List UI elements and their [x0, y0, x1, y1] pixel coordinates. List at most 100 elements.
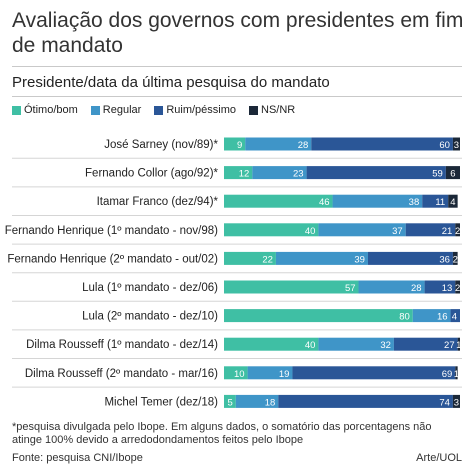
bar-segment [455, 223, 460, 237]
legend-swatch [154, 105, 164, 115]
category-label: Lula (1º mandato - dez/06) [82, 282, 218, 294]
bar-segment [235, 394, 279, 408]
bar-segment [452, 137, 460, 151]
subtitle-divider [12, 96, 462, 97]
legend-label: NS/NR [261, 104, 296, 116]
bar-value-label: 6 [450, 169, 455, 180]
bar-value-label: 59 [432, 169, 443, 180]
bar-value-label: 3 [454, 140, 459, 151]
category-label: Fernando Henrique (2º mandato - out/02) [7, 253, 218, 265]
bar-segment [224, 366, 248, 380]
bar-segment [224, 337, 319, 351]
chart-title: Avaliação dos governos com presidentes e… [12, 9, 464, 57]
legend-swatch [12, 105, 21, 115]
bar-value-label: 5 [228, 397, 233, 408]
bar-segment [252, 166, 307, 180]
category-label: Fernando Collor (ago/92)* [85, 168, 218, 180]
bar-value-label: 40 [305, 226, 316, 237]
legend-label: Regular [102, 104, 142, 116]
bar-segment [452, 394, 460, 408]
bar-value-label: 2 [455, 226, 460, 237]
legend-label: Ótimo/bom [24, 104, 78, 116]
bar-value-label: 46 [319, 197, 330, 208]
bar-value-label: 18 [265, 397, 276, 408]
category-label: Lula (2º mandato - dez/10) [82, 311, 218, 323]
bar-value-label: 36 [439, 254, 450, 265]
credit-note: Arte/UOL [416, 452, 462, 464]
legend-swatch [249, 105, 259, 115]
bar-segment [311, 137, 453, 151]
bar-segment [318, 223, 406, 237]
bar-value-label: 4 [452, 312, 457, 323]
bar-segment [452, 251, 458, 265]
footnote: *pesquisa divulgada pelo Ibope. Em algun… [12, 421, 432, 446]
bar-value-label: 69 [442, 369, 453, 380]
bar-segment [318, 337, 394, 351]
category-label: Dilma Rousseff (1º mandato - dez/14) [26, 339, 218, 351]
bar-value-label: 1 [456, 340, 461, 351]
bar-segment [412, 309, 451, 323]
chart-subtitle: Presidente/data da última pesquisa do ma… [12, 74, 330, 91]
bar-value-label: 19 [279, 369, 290, 380]
bar-value-label: 21 [442, 226, 453, 237]
bar-segment [224, 394, 236, 408]
bar-segment [457, 337, 460, 351]
bar-value-label: 74 [439, 397, 450, 408]
legend-item: NS/NR [249, 104, 295, 116]
bar-segment [405, 223, 456, 237]
legend-item: Regular [90, 104, 142, 116]
bar-value-label: 28 [411, 283, 422, 294]
bar-segment [224, 223, 319, 237]
bar-segment [393, 337, 458, 351]
stacked-bar-chart: José Sarney (nov/89)* 9 28 60 3 Fernando Coll… [5, 137, 462, 408]
bar-value-label: 22 [262, 254, 273, 265]
bar-segment [450, 309, 460, 323]
bar-value-label: 4 [450, 197, 455, 208]
legend-item: Ótimo/bom [12, 104, 78, 116]
bar-value-label: 1 [454, 369, 459, 380]
bar-segment [292, 366, 456, 380]
bar-value-label: 16 [437, 312, 448, 323]
bar-segment [367, 251, 453, 265]
bar-value-label: 10 [234, 369, 245, 380]
bar-segment [448, 194, 458, 208]
bar-segment [278, 394, 453, 408]
bar-segment [224, 194, 333, 208]
bar-value-label: 12 [239, 169, 250, 180]
source-note: Fonte: pesquisa CNI/Ibope [12, 452, 143, 464]
bar-segment [275, 251, 368, 265]
bar-value-label: 32 [380, 340, 391, 351]
bar-segment [445, 166, 460, 180]
bar-value-label: 37 [392, 226, 403, 237]
bar-value-label: 3 [454, 397, 459, 408]
category-label: Dilma Rousseff (2º mandato - mar/16) [25, 368, 218, 380]
bar-value-label: 11 [435, 197, 445, 208]
chart-legend: Ótimo/bom Regular Ruim/péssimo NS/NR [12, 102, 308, 118]
title-divider [12, 66, 462, 67]
bar-value-label: 2 [455, 283, 460, 294]
bar-value-label: 38 [409, 197, 420, 208]
bar-value-label: 39 [354, 254, 365, 265]
category-label: Fernando Henrique (1º mandato - nov/98) [5, 225, 218, 237]
bar-segment [455, 366, 458, 380]
bar-segment [455, 280, 460, 294]
bar-segment [306, 166, 446, 180]
bar-value-label: 2 [453, 254, 458, 265]
category-label: José Sarney (nov/89)* [104, 139, 218, 151]
bar-segment [245, 137, 312, 151]
bar-value-label: 27 [444, 340, 455, 351]
bar-segment [224, 166, 253, 180]
bar-value-label: 28 [298, 140, 309, 151]
bar-value-label: 40 [305, 340, 316, 351]
bar-segment [224, 280, 359, 294]
bar-segment [247, 366, 293, 380]
bar-segment [424, 280, 456, 294]
bar-value-label: 23 [293, 169, 304, 180]
bar-value-label: 60 [439, 140, 450, 151]
legend-swatch [90, 105, 100, 115]
category-label: Itamar Franco (dez/94)* [97, 196, 219, 208]
legend-item: Ruim/péssimo [154, 104, 236, 116]
bar-value-label: 57 [345, 283, 356, 294]
category-label: Michel Temer (dez/18) [104, 396, 218, 408]
bar-value-label: 9 [237, 140, 242, 151]
